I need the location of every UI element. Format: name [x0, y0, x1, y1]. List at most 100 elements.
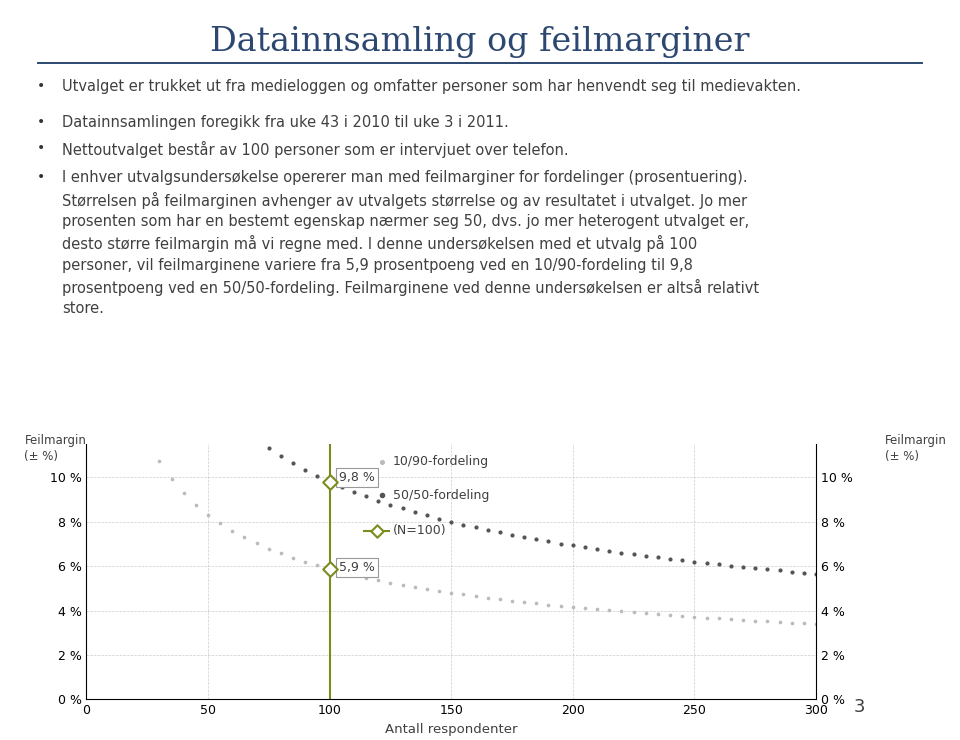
Point [347, 486, 362, 498]
Point [759, 616, 775, 628]
Text: 9,8 %: 9,8 % [339, 471, 375, 484]
Point [796, 567, 811, 579]
Point [176, 349, 191, 361]
Text: Feilmargin
(± %): Feilmargin (± %) [24, 434, 86, 462]
Point [431, 585, 446, 597]
Point [589, 543, 605, 555]
Text: 50/50-fordeling: 50/50-fordeling [393, 488, 490, 502]
Point [358, 491, 373, 502]
Point [480, 592, 495, 604]
Point [613, 605, 629, 617]
Point [662, 609, 678, 621]
Point [383, 576, 398, 588]
Point [334, 481, 349, 493]
Point [128, 207, 143, 219]
Text: 5,9 %: 5,9 % [339, 561, 375, 574]
Text: (N=100): (N=100) [393, 525, 446, 537]
Point [699, 557, 714, 569]
Point [212, 400, 228, 412]
Point [565, 539, 581, 551]
Point [540, 599, 556, 610]
Point [420, 510, 435, 522]
Point [735, 614, 751, 626]
Point [602, 605, 617, 616]
Point [577, 602, 592, 614]
Point [115, 357, 131, 369]
Text: •: • [36, 79, 45, 93]
Point [103, 5, 118, 17]
Point [395, 579, 410, 591]
Point [468, 522, 483, 534]
Point [529, 597, 544, 609]
Point [784, 616, 800, 628]
Point [188, 499, 204, 511]
Point [298, 556, 313, 568]
Text: Datainnsamlingen foregikk fra uke 43 i 2010 til uke 3 i 2011.: Datainnsamlingen foregikk fra uke 43 i 2… [62, 115, 509, 130]
Point [395, 502, 410, 514]
Point [735, 561, 751, 573]
Text: •: • [36, 141, 45, 155]
Point [358, 572, 373, 584]
Text: 10/90-fordeling: 10/90-fordeling [393, 455, 489, 468]
Point [152, 455, 167, 467]
Point [577, 542, 592, 554]
Point [139, 432, 155, 444]
Point [638, 608, 654, 619]
Point [723, 613, 738, 625]
Point [638, 550, 654, 562]
Point [589, 603, 605, 615]
Point [176, 487, 191, 499]
Point [322, 563, 337, 575]
Point [274, 548, 289, 559]
Point [371, 574, 386, 586]
Point [675, 554, 690, 566]
Point [686, 610, 702, 622]
Point [128, 402, 143, 414]
Point [504, 529, 519, 541]
Text: I enhver utvalgsundersøkelse opererer man med feilmarginer for fordelinger (pros: I enhver utvalgsundersøkelse opererer ma… [62, 170, 759, 317]
Point [249, 434, 264, 445]
Text: Utvalget er trukket ut fra medieloggen og omfatter personer som har henvendt seg: Utvalget er trukket ut fra medieloggen o… [62, 79, 802, 94]
Point [310, 470, 325, 482]
Point [285, 457, 300, 469]
Point [249, 537, 264, 549]
Point [480, 524, 495, 536]
Point [444, 516, 459, 528]
Point [565, 601, 581, 613]
Point [201, 509, 216, 521]
Point [553, 600, 568, 612]
Point [796, 617, 811, 629]
X-axis label: Antall respondenter: Antall respondenter [385, 723, 517, 736]
Point [444, 587, 459, 599]
Point [456, 519, 471, 531]
Point [201, 386, 216, 397]
Point [492, 593, 508, 605]
Point [371, 495, 386, 507]
Point [310, 559, 325, 571]
Point [407, 581, 422, 593]
Point [334, 566, 349, 578]
Point [516, 531, 532, 543]
Point [322, 563, 337, 575]
Point [723, 559, 738, 571]
Point [516, 596, 532, 608]
Point [784, 565, 800, 577]
Point [748, 562, 763, 574]
Point [237, 531, 252, 543]
Point [504, 595, 519, 607]
Point [662, 553, 678, 565]
Point [772, 565, 787, 576]
Point [322, 476, 337, 488]
Point [626, 606, 641, 618]
Point [711, 613, 727, 625]
Point [529, 534, 544, 545]
Point [274, 450, 289, 462]
Point [602, 545, 617, 556]
Point [686, 556, 702, 568]
Text: Feilmargin
(± %): Feilmargin (± %) [885, 434, 948, 462]
Point [456, 588, 471, 600]
Point [711, 559, 727, 571]
Point [420, 583, 435, 595]
Point [613, 547, 629, 559]
Text: Datainnsamling og feilmarginer: Datainnsamling og feilmarginer [210, 26, 750, 58]
